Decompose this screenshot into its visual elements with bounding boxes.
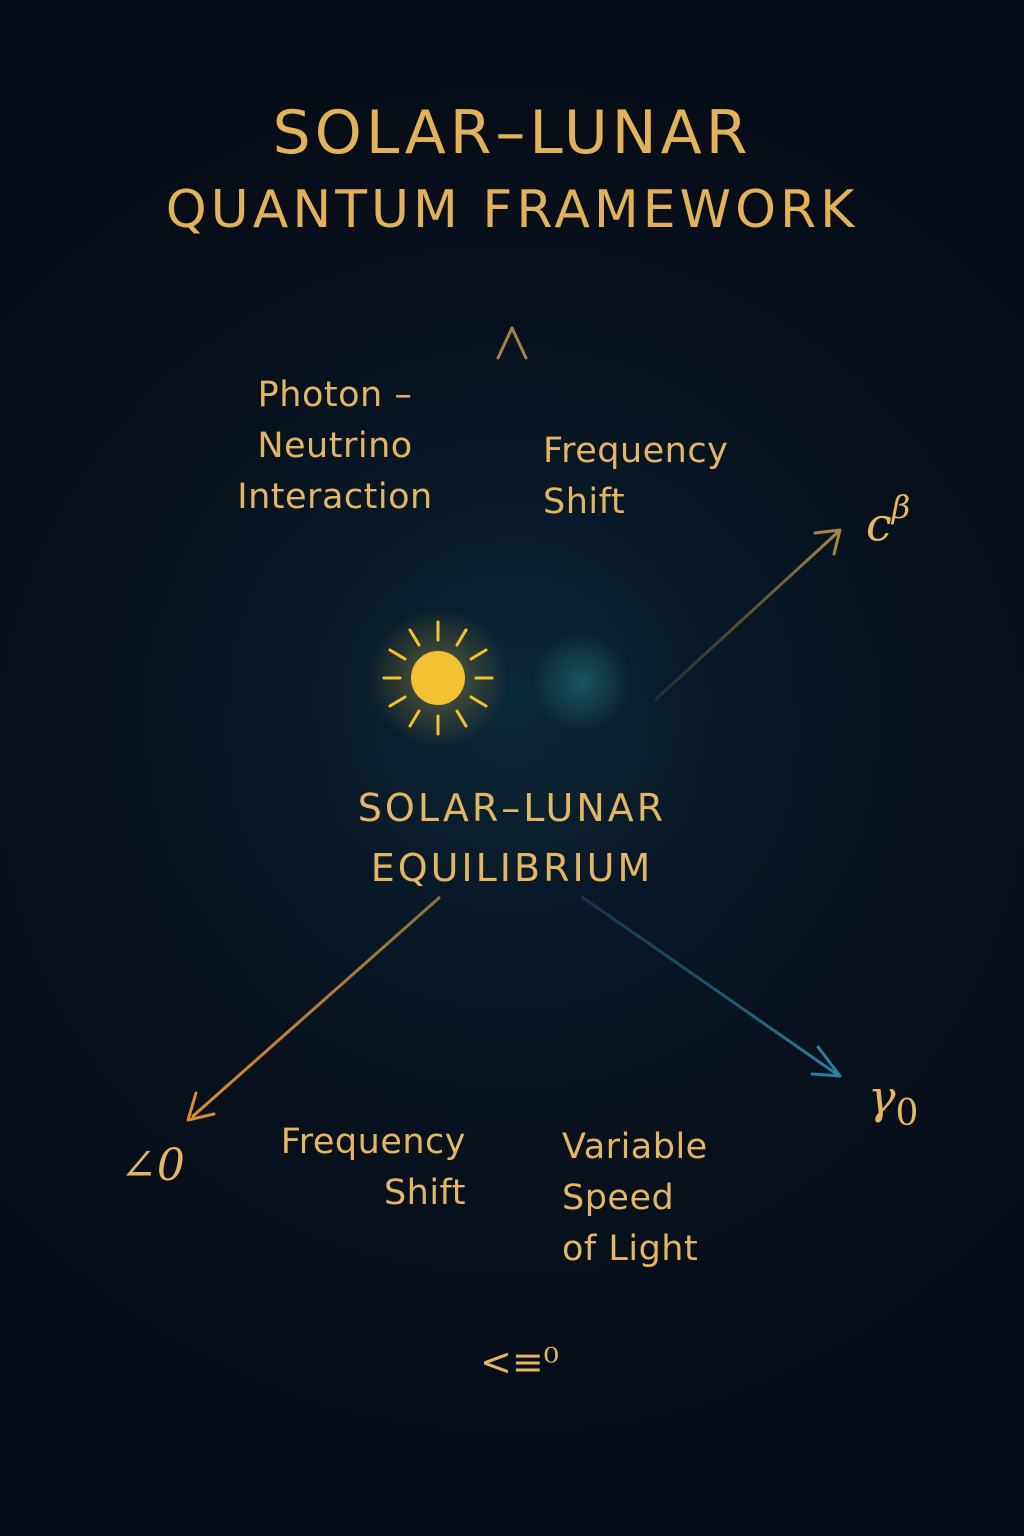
- frequency-shift-line: Frequency: [543, 431, 729, 471]
- lower-left-arrow: [186, 895, 441, 1122]
- lower-right-arrow: [581, 895, 842, 1078]
- variable-speed-line: Speed: [562, 1178, 675, 1218]
- photon-neutrino-line: Photon –: [257, 375, 413, 415]
- gamma-zero-symbol: γ0: [868, 1070, 919, 1135]
- crescent-moon-icon: [532, 632, 632, 732]
- frequency-shift-line: Shift: [383, 1173, 466, 1213]
- equilibrium-title-line-2: EQUILIBRIUM: [370, 846, 654, 890]
- page-title-line-2: QUANTUM FRAMEWORK: [165, 180, 859, 240]
- angle-zero-symbol: ∠0: [120, 1140, 185, 1191]
- photon-neutrino-line: Interaction: [237, 477, 433, 517]
- gamma-base: γ: [868, 1070, 896, 1124]
- upper-right-arrow: [653, 528, 842, 702]
- frequency-shift-bottom-label: Frequency Shift: [240, 1117, 466, 1219]
- page-title-line-1: SOLAR–LUNAR: [272, 98, 752, 168]
- variable-speed-line: Variable: [562, 1127, 708, 1167]
- gamma-subscript: 0: [895, 1093, 919, 1135]
- variable-speed-line: of Light: [562, 1229, 699, 1269]
- variable-speed-of-light-label: Variable Speed of Light: [562, 1122, 782, 1275]
- upward-arrow: [496, 326, 528, 770]
- sun-icon: [368, 608, 508, 748]
- c-beta-base: c: [866, 497, 892, 552]
- frequency-shift-top-label: Frequency Shift: [543, 426, 783, 528]
- photon-neutrino-line: Neutrino: [257, 426, 413, 466]
- photon-neutrino-label: Photon – Neutrino Interaction: [212, 370, 458, 523]
- c-beta-symbol: cβ: [866, 488, 910, 552]
- frequency-shift-line: Frequency: [280, 1122, 466, 1162]
- c-beta-superscript: β: [891, 488, 911, 526]
- equilibrium-title-line-1: SOLAR–LUNAR: [357, 786, 667, 830]
- frequency-shift-line: Shift: [543, 482, 626, 522]
- bottom-symbol: <≡⁰: [480, 1340, 559, 1384]
